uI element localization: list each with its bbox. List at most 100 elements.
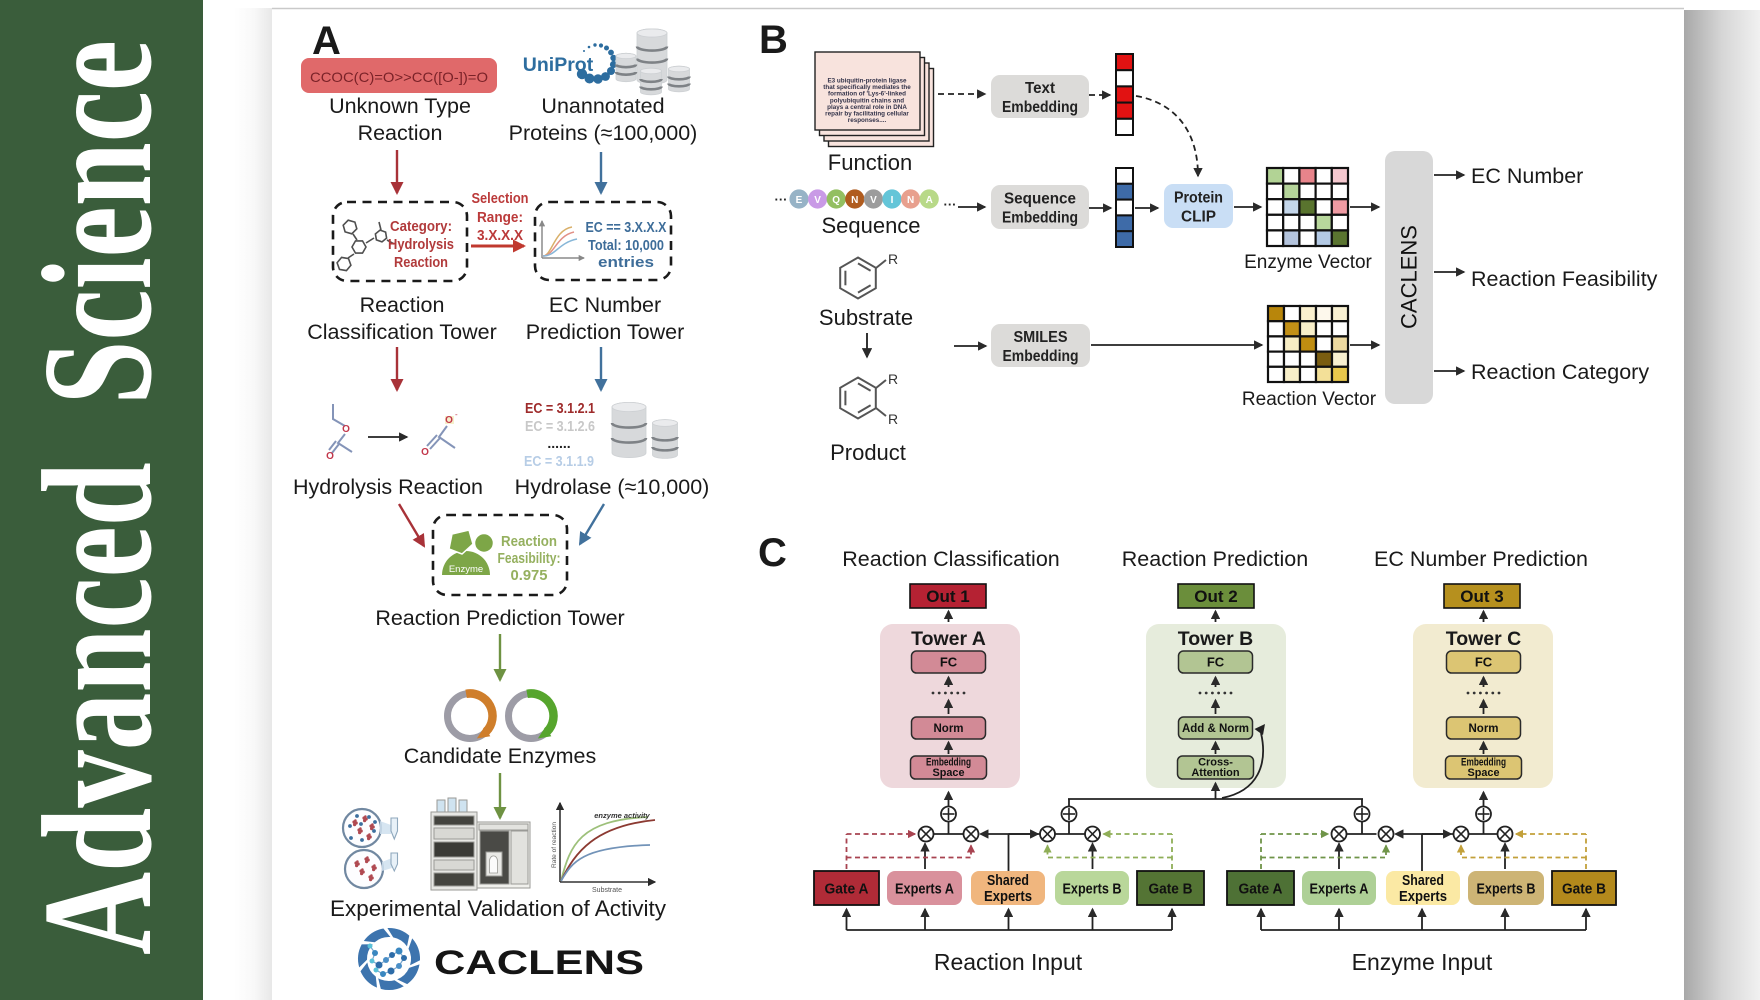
svg-text:FC: FC <box>940 655 958 670</box>
svg-text:Tower C: Tower C <box>1446 628 1521 650</box>
svg-text:Text: Text <box>1025 80 1055 97</box>
svg-text:EC = 3.1.2.6: EC = 3.1.2.6 <box>525 419 595 435</box>
svg-text:Shared: Shared <box>987 873 1029 889</box>
svg-text:O: O <box>445 415 453 426</box>
svg-text:that specifically mediates the: that specifically mediates the <box>823 84 911 91</box>
svg-text:Out 2: Out 2 <box>1194 587 1237 606</box>
svg-text:Hydrolysis Reaction: Hydrolysis Reaction <box>293 475 483 499</box>
svg-text:Prediction Tower: Prediction Tower <box>526 320 685 344</box>
svg-text:CCOC(C)=O>>CC([O-])=O: CCOC(C)=O>>CC([O-])=O <box>310 69 488 85</box>
svg-text:Product: Product <box>830 440 906 465</box>
svg-text:Tower A: Tower A <box>911 628 986 650</box>
svg-text:Add & Norm: Add & Norm <box>1182 723 1249 735</box>
svg-text:Reaction: Reaction <box>358 121 443 145</box>
svg-text:Reaction Input: Reaction Input <box>934 949 1083 975</box>
svg-text:Reaction Prediction Tower: Reaction Prediction Tower <box>375 606 624 630</box>
svg-text:Reaction: Reaction <box>360 293 445 317</box>
svg-text:EC = 3.1.2.1: EC = 3.1.2.1 <box>525 401 595 417</box>
svg-text:Sequence: Sequence <box>821 213 920 238</box>
svg-text:E: E <box>796 195 803 206</box>
svg-text:Embedding: Embedding <box>926 757 971 769</box>
svg-text:A: A <box>312 19 341 63</box>
svg-text:R: R <box>888 411 898 427</box>
svg-text:Feasibility:: Feasibility: <box>498 551 561 567</box>
svg-text:Reaction Prediction: Reaction Prediction <box>1122 547 1308 571</box>
svg-text:Gate A: Gate A <box>1239 882 1283 898</box>
svg-text:CACLENS: CACLENS <box>1397 225 1422 329</box>
svg-text:......: ...... <box>547 435 570 451</box>
svg-text:Out 3: Out 3 <box>1460 587 1503 606</box>
svg-text:Embedding: Embedding <box>1003 348 1079 365</box>
svg-text:Classification Tower: Classification Tower <box>307 320 497 344</box>
svg-text:Reaction: Reaction <box>501 534 557 550</box>
svg-text:Candidate Enzymes: Candidate Enzymes <box>404 744 596 768</box>
svg-text:Substrate: Substrate <box>592 887 622 894</box>
svg-text:V: V <box>870 195 877 206</box>
svg-text:Q: Q <box>832 195 840 206</box>
svg-text:Experts: Experts <box>984 889 1032 905</box>
svg-text:Enzyme Input: Enzyme Input <box>1352 949 1493 975</box>
svg-text:Gate B: Gate B <box>1562 882 1606 898</box>
svg-text:Total: 10,000: Total: 10,000 <box>588 238 664 254</box>
svg-text:Embedding: Embedding <box>1461 757 1506 769</box>
svg-text:CACLENS: CACLENS <box>434 944 644 982</box>
svg-text:-: - <box>455 410 458 419</box>
svg-text:Enzyme: Enzyme <box>449 564 483 575</box>
svg-text:Advanced Science: Advanced Science <box>10 40 184 955</box>
svg-text:Experts A: Experts A <box>895 882 954 898</box>
svg-text:Attention: Attention <box>1191 767 1240 779</box>
svg-text:···: ··· <box>944 197 957 212</box>
svg-text:Experimental Validation of Act: Experimental Validation of Activity <box>330 896 667 921</box>
svg-text:O: O <box>326 451 334 462</box>
svg-text:UniProt: UniProt <box>523 54 594 76</box>
svg-text:···: ··· <box>775 192 788 207</box>
svg-text:polyubiquitin chains and: polyubiquitin chains and <box>830 97 904 104</box>
svg-text:R: R <box>888 251 898 267</box>
svg-text:I: I <box>891 195 894 206</box>
svg-text:FC: FC <box>1207 655 1225 670</box>
svg-text:EC == 3.X.X.X: EC == 3.X.X.X <box>586 220 667 236</box>
svg-text:0.975: 0.975 <box>511 568 548 584</box>
svg-text:responses....: responses.... <box>848 117 887 124</box>
svg-text:Selection: Selection <box>472 191 529 207</box>
svg-text:Unknown Type: Unknown Type <box>329 94 471 118</box>
svg-text:EC Number: EC Number <box>549 293 661 317</box>
svg-text:O: O <box>342 424 350 435</box>
svg-text:Experts B: Experts B <box>1063 882 1122 898</box>
svg-text:R: R <box>888 371 898 387</box>
svg-text:Hydrolysis: Hydrolysis <box>388 237 454 253</box>
svg-text:entries: entries <box>598 255 654 271</box>
svg-text:Reaction Category: Reaction Category <box>1471 360 1649 384</box>
svg-text:Unannotated: Unannotated <box>541 94 664 118</box>
svg-text:Category:: Category: <box>390 219 452 235</box>
svg-text:Experts: Experts <box>1399 889 1447 905</box>
svg-text:Substrate: Substrate <box>819 305 913 330</box>
svg-text:repair by facilitating cellula: repair by facilitating cellular <box>825 111 909 118</box>
svg-text:Norm: Norm <box>1468 723 1498 735</box>
svg-text:Function: Function <box>828 150 912 175</box>
svg-text:Cross-: Cross- <box>1198 757 1233 769</box>
svg-text:EC = 3.1.1.9: EC = 3.1.1.9 <box>524 454 594 470</box>
svg-text:Range:: Range: <box>477 210 523 226</box>
svg-text:enzyme activity: enzyme activity <box>594 811 650 820</box>
svg-text:SMILES: SMILES <box>1014 329 1068 346</box>
svg-text:Norm: Norm <box>933 723 963 735</box>
svg-text:N: N <box>907 195 914 206</box>
svg-text:3.X.X.X: 3.X.X.X <box>477 228 523 244</box>
svg-text:Embedding: Embedding <box>1002 99 1078 116</box>
svg-text:Shared: Shared <box>1402 873 1444 889</box>
svg-text:Experts B: Experts B <box>1477 882 1536 898</box>
svg-text:Gate A: Gate A <box>825 882 869 898</box>
svg-text:EC Number Prediction: EC Number Prediction <box>1374 547 1588 571</box>
svg-text:Sequence: Sequence <box>1004 191 1076 208</box>
svg-text:EC Number: EC Number <box>1471 164 1583 188</box>
svg-text:Rate of reaction: Rate of reaction <box>551 822 558 868</box>
svg-text:Experts A: Experts A <box>1310 882 1369 898</box>
svg-text:Space: Space <box>933 767 965 779</box>
svg-text:Reaction Feasibility: Reaction Feasibility <box>1471 267 1658 291</box>
svg-text:Proteins (≈100,000): Proteins (≈100,000) <box>509 121 698 145</box>
svg-text:O: O <box>421 447 429 458</box>
svg-text:Enzyme Vector: Enzyme Vector <box>1244 252 1372 273</box>
svg-text:Reaction Classification: Reaction Classification <box>842 547 1060 571</box>
svg-text:Reaction Vector: Reaction Vector <box>1242 389 1377 410</box>
